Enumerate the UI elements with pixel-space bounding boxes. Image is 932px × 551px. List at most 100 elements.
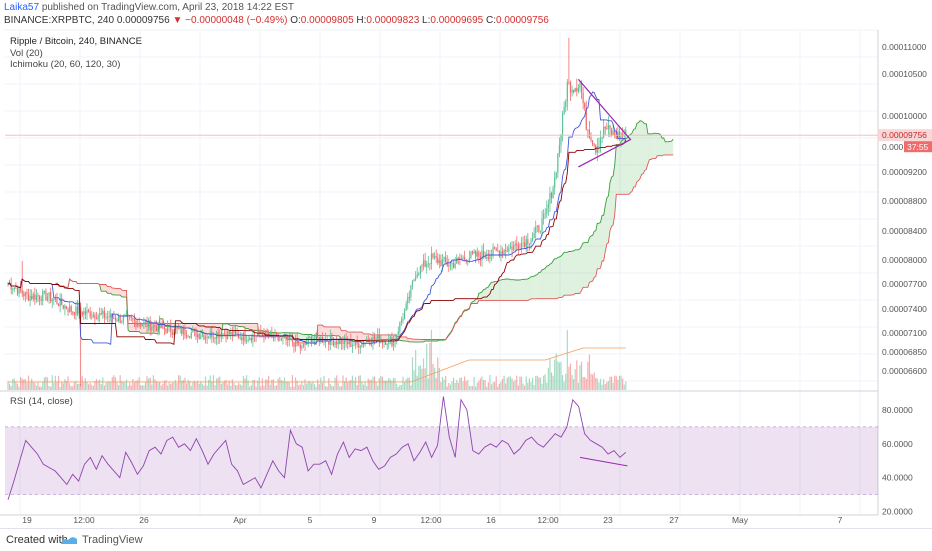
volume-bar [208, 380, 209, 390]
ichimoku-cloud [501, 279, 503, 300]
volume-bar [218, 378, 219, 390]
candle-body [244, 333, 245, 341]
ichimoku-cloud [607, 196, 609, 244]
volume-bar [478, 381, 479, 390]
ichimoku-cloud [534, 275, 536, 299]
candle-body [413, 279, 414, 281]
volume-bar [462, 381, 463, 390]
volume-bar [105, 383, 106, 390]
volume-bar [45, 377, 46, 390]
candle-body [584, 103, 585, 107]
ichimoku-cloud [593, 231, 595, 281]
candle-body [445, 257, 446, 262]
candle-body [188, 337, 189, 338]
candle-body [579, 83, 580, 87]
ichimoku-cloud [651, 134, 653, 160]
vol-legend[interactable]: Vol (20) [10, 48, 43, 59]
candle-body [298, 344, 299, 345]
volume-bar [186, 383, 187, 390]
candle-body [25, 292, 26, 296]
volume-bar [279, 377, 280, 390]
candle-body [554, 177, 555, 187]
volume-bar [284, 377, 285, 390]
candle-body [85, 311, 86, 313]
candle-body [113, 318, 114, 319]
ichimoku-cloud [525, 279, 527, 300]
volume-bar [195, 383, 196, 390]
candle-body [418, 274, 419, 275]
volume-bar [334, 378, 335, 390]
candle-body [293, 342, 294, 347]
volume-bar [355, 377, 356, 390]
volume-bar [267, 380, 268, 390]
volume-bar [176, 383, 177, 390]
ichimoku-cloud [101, 284, 103, 291]
candle-body [530, 240, 531, 243]
candle-body [23, 294, 24, 296]
publish-info: Laika57 published on TradingView.com, Ap… [4, 2, 294, 13]
ichimoku-cloud [242, 323, 244, 326]
volume-bar [450, 385, 451, 390]
ichimoku-cloud [672, 139, 674, 155]
volume-bar [237, 385, 238, 390]
volume-bar [557, 361, 558, 390]
price-tick-label: 0.00010000 [882, 111, 927, 121]
volume-bar [259, 377, 260, 390]
ichimoku-cloud [319, 325, 321, 336]
volume-bar [466, 381, 467, 390]
volume-bar [240, 384, 241, 390]
candle-body [110, 313, 111, 317]
volume-bar [560, 362, 561, 390]
volume-bar [396, 384, 397, 390]
ichimoku-cloud [333, 327, 335, 336]
candle-body [192, 330, 193, 333]
volume-bar [304, 379, 305, 390]
volume-bar [165, 380, 166, 390]
time-tick-label: 5 [308, 515, 313, 525]
candle-body [393, 341, 394, 346]
candle-body [88, 310, 89, 311]
volume-bar [143, 386, 144, 390]
volume-bar [90, 383, 91, 390]
volume-bar [611, 377, 612, 390]
volume-bar [508, 377, 509, 390]
candle-body [328, 341, 329, 344]
volume-bar [219, 377, 220, 390]
volume-bar [189, 381, 190, 390]
volume-bar [306, 384, 307, 390]
ichimoku-cloud [103, 284, 105, 291]
ichimoku-cloud [510, 280, 512, 301]
candle-body [214, 337, 215, 338]
ichimoku-cloud [599, 222, 601, 268]
volume-bar [372, 377, 373, 390]
volume-bar [235, 385, 236, 390]
candle-body [485, 257, 486, 258]
ichimoku-cloud [552, 261, 554, 299]
volume-bar [255, 387, 256, 390]
volume-bar [41, 387, 42, 390]
volume-bar [492, 382, 493, 390]
ichimoku-legend[interactable]: Ichimoku (20, 60, 120, 30) [10, 59, 120, 70]
candle-body [624, 136, 625, 137]
candle-body [197, 334, 198, 337]
ichimoku-cloud [130, 323, 132, 331]
candle-body [237, 333, 238, 334]
volume-bar [522, 384, 523, 390]
price-tick-label: 0.00010500 [882, 69, 927, 79]
ichimoku-cloud [498, 280, 500, 300]
volume-bar [583, 377, 584, 390]
author-link[interactable]: Laika57 [4, 2, 39, 13]
tradingview-brand[interactable]: TradingView [82, 534, 143, 546]
volume-bar [576, 360, 577, 390]
volume-bar [483, 380, 484, 390]
rsi-legend[interactable]: RSI (14, close) [10, 396, 73, 407]
price-pane [5, 38, 878, 386]
volume-bar [409, 378, 410, 390]
volume-bar [79, 384, 80, 390]
volume-bar [500, 382, 501, 390]
volume-bar [620, 375, 621, 390]
volume-bar [232, 379, 233, 390]
candle-body [336, 342, 337, 344]
volume-bar [333, 386, 334, 390]
